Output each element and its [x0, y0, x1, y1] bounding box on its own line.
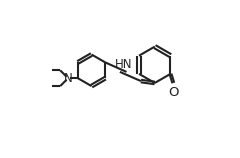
- Text: HN: HN: [114, 58, 132, 71]
- Text: N: N: [64, 72, 72, 85]
- Text: O: O: [168, 86, 179, 99]
